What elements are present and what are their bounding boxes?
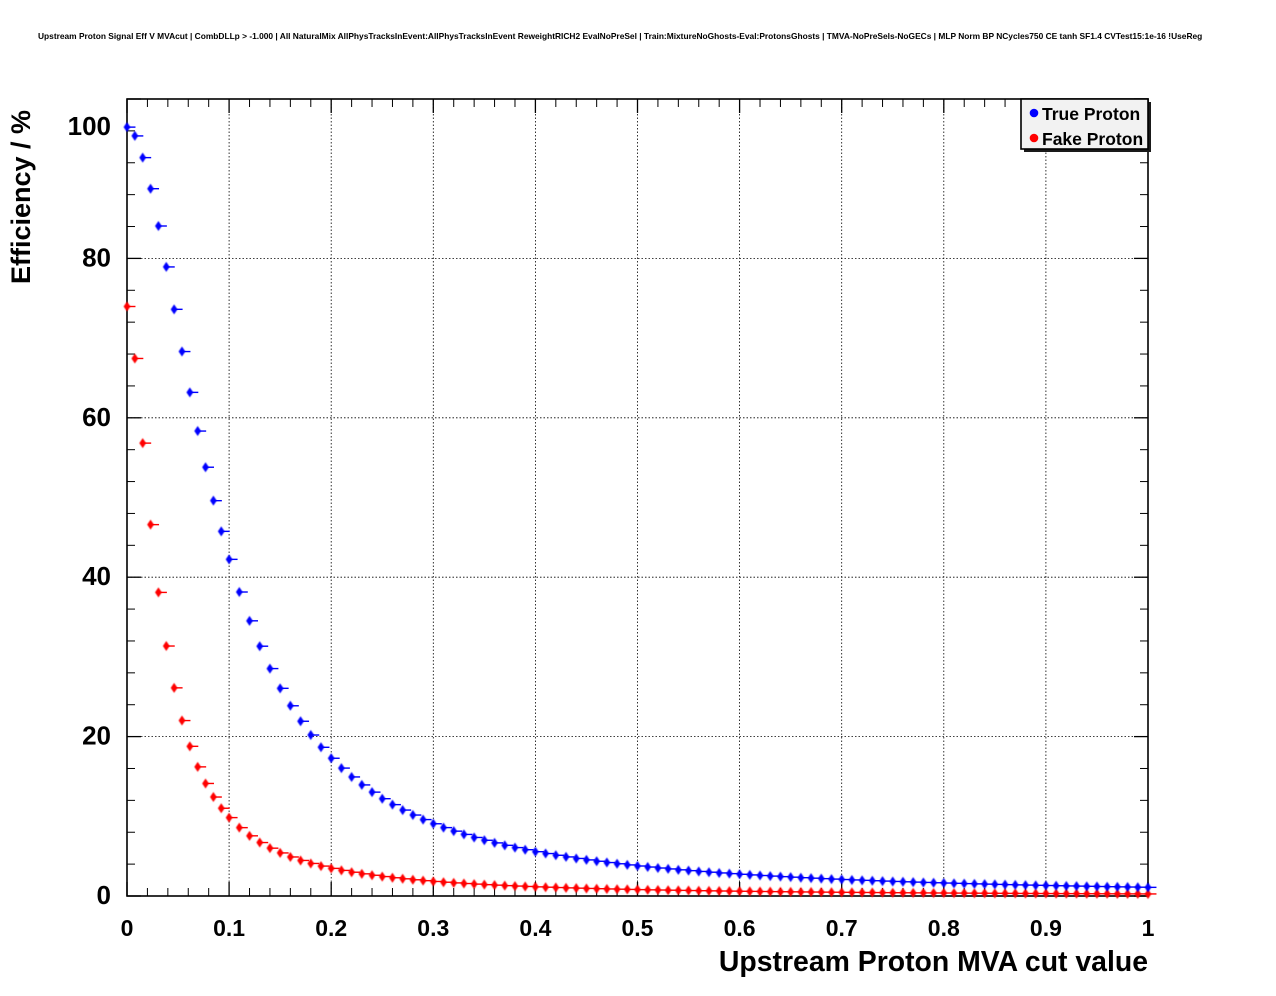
svg-text:0.9: 0.9	[1030, 915, 1062, 941]
svg-text:Upstream Proton MVA cut value: Upstream Proton MVA cut value	[719, 946, 1148, 978]
svg-text:0: 0	[121, 915, 134, 941]
svg-text:1: 1	[1142, 915, 1155, 941]
svg-text:0.8: 0.8	[928, 915, 960, 941]
svg-text:0.2: 0.2	[315, 915, 347, 941]
svg-text:40: 40	[82, 561, 111, 591]
svg-text:Efficiency / %: Efficiency / %	[6, 110, 36, 284]
svg-text:0.7: 0.7	[826, 915, 858, 941]
svg-text:0.3: 0.3	[417, 915, 449, 941]
svg-text:Upstream Proton Signal Eff V M: Upstream Proton Signal Eff V MVAcut | Co…	[38, 31, 1202, 41]
svg-text:0.6: 0.6	[724, 915, 756, 941]
svg-text:0.1: 0.1	[213, 915, 245, 941]
svg-text:60: 60	[82, 402, 111, 432]
svg-text:True Proton: True Proton	[1042, 104, 1140, 124]
svg-text:0.5: 0.5	[622, 915, 654, 941]
svg-text:80: 80	[82, 242, 111, 272]
svg-text:0.4: 0.4	[519, 915, 551, 941]
svg-text:Fake Proton: Fake Proton	[1042, 129, 1143, 149]
svg-text:100: 100	[68, 111, 111, 141]
svg-text:20: 20	[82, 721, 111, 751]
svg-text:0: 0	[97, 880, 111, 910]
